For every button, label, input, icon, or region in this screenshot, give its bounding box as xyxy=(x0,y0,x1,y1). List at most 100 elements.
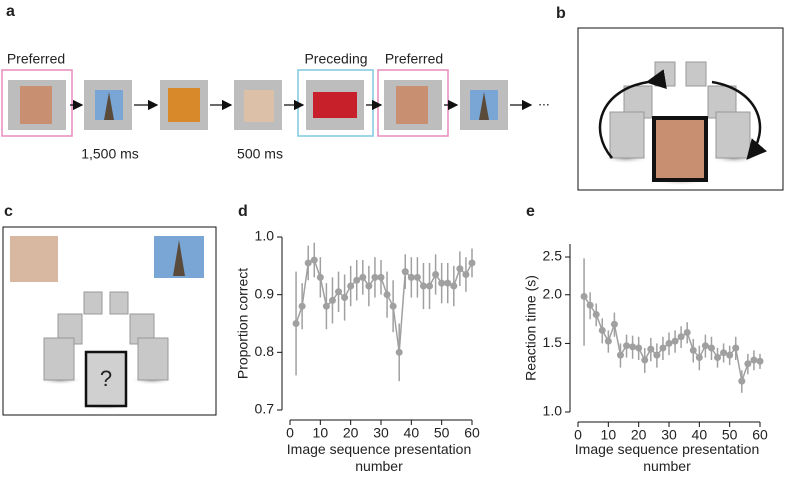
point xyxy=(598,326,606,334)
point xyxy=(341,294,349,302)
connector xyxy=(613,324,622,356)
connector xyxy=(392,306,400,353)
point xyxy=(407,273,415,281)
point xyxy=(592,310,600,318)
point xyxy=(604,337,612,345)
connector xyxy=(398,271,407,353)
point xyxy=(426,282,434,290)
point xyxy=(444,279,452,287)
x-tick-label: 20 xyxy=(343,425,359,441)
y-tick-label: 1.5 xyxy=(543,334,563,350)
point xyxy=(365,282,373,290)
point xyxy=(744,360,752,368)
point xyxy=(438,279,446,287)
duration: 500 ms xyxy=(237,146,283,162)
point xyxy=(671,337,679,345)
y-axis-label: Proportion correct xyxy=(235,268,251,379)
point xyxy=(413,273,421,281)
point xyxy=(623,342,631,350)
x-tick-label: 40 xyxy=(404,425,420,441)
point xyxy=(377,273,385,281)
point xyxy=(419,282,427,290)
point xyxy=(328,296,336,304)
connector xyxy=(301,262,309,307)
x-tick-label: 10 xyxy=(313,425,329,441)
point xyxy=(347,282,355,290)
x-tick-label: 50 xyxy=(434,425,450,441)
point xyxy=(756,357,764,365)
point xyxy=(720,349,728,357)
y-tick-label: 2.5 xyxy=(543,248,563,264)
point xyxy=(665,339,673,347)
question-mark: ? xyxy=(100,366,112,391)
x-tick-label: 0 xyxy=(574,427,582,443)
y-tick-label: 0.7 xyxy=(255,401,275,417)
point xyxy=(610,320,618,328)
sequence xyxy=(1,69,533,137)
x-tick-label: 0 xyxy=(286,425,294,441)
highlight-box xyxy=(1,69,73,137)
x-tick-label: 60 xyxy=(464,425,480,441)
point xyxy=(462,270,470,278)
x-tick-label: 60 xyxy=(752,427,768,443)
point xyxy=(689,346,697,354)
point xyxy=(456,265,464,273)
label: Preceding xyxy=(304,51,367,67)
point xyxy=(701,342,709,350)
x-tick-label: 30 xyxy=(373,425,389,441)
point xyxy=(750,356,758,364)
point xyxy=(335,288,343,296)
x-axis-label: Image sequence presentation number xyxy=(574,441,760,474)
test-diagram xyxy=(2,226,217,416)
y-tick-label: 1.0 xyxy=(543,403,563,419)
point xyxy=(316,273,324,281)
duration: 1,500 ms xyxy=(81,146,139,162)
ellipsis: ... xyxy=(538,93,550,109)
y-tick-label: 1.0 xyxy=(255,228,275,244)
point xyxy=(635,344,643,352)
point xyxy=(707,344,715,352)
point xyxy=(629,343,637,351)
point xyxy=(641,356,649,364)
x-tick-label: 10 xyxy=(601,427,617,443)
panel-label: c xyxy=(4,203,13,220)
x-tick-label: 40 xyxy=(692,427,708,443)
point xyxy=(401,268,409,276)
y-tick-label: 2.0 xyxy=(543,285,563,301)
point xyxy=(371,273,379,281)
x-tick-label: 30 xyxy=(661,427,677,443)
point xyxy=(450,282,458,290)
point xyxy=(359,273,367,281)
y-tick-label: 0.8 xyxy=(255,343,275,359)
point xyxy=(732,344,740,352)
point xyxy=(726,351,734,359)
panel-label: a xyxy=(6,3,15,20)
label: Preferred xyxy=(7,51,65,67)
point xyxy=(395,348,403,356)
point xyxy=(586,301,594,309)
x-axis-label: Image sequence presentation number xyxy=(286,441,472,474)
connector xyxy=(734,347,743,382)
point xyxy=(616,351,624,359)
point xyxy=(677,333,685,341)
connector xyxy=(319,277,328,307)
point xyxy=(659,344,667,352)
panel-label: b xyxy=(556,5,566,22)
x-tick-label: 50 xyxy=(722,427,738,443)
point xyxy=(298,302,306,310)
point xyxy=(292,320,300,327)
point xyxy=(683,329,691,337)
label: Preferred xyxy=(385,51,443,67)
point xyxy=(695,354,703,362)
point xyxy=(310,256,318,264)
panel-label: e xyxy=(526,203,535,220)
point xyxy=(322,302,330,310)
point xyxy=(580,292,588,300)
point xyxy=(304,259,312,267)
point xyxy=(389,302,397,310)
panel-label: d xyxy=(238,203,248,220)
ring-diagram xyxy=(577,27,784,191)
point xyxy=(432,270,440,278)
y-axis-label: Reaction time (s) xyxy=(523,275,539,381)
